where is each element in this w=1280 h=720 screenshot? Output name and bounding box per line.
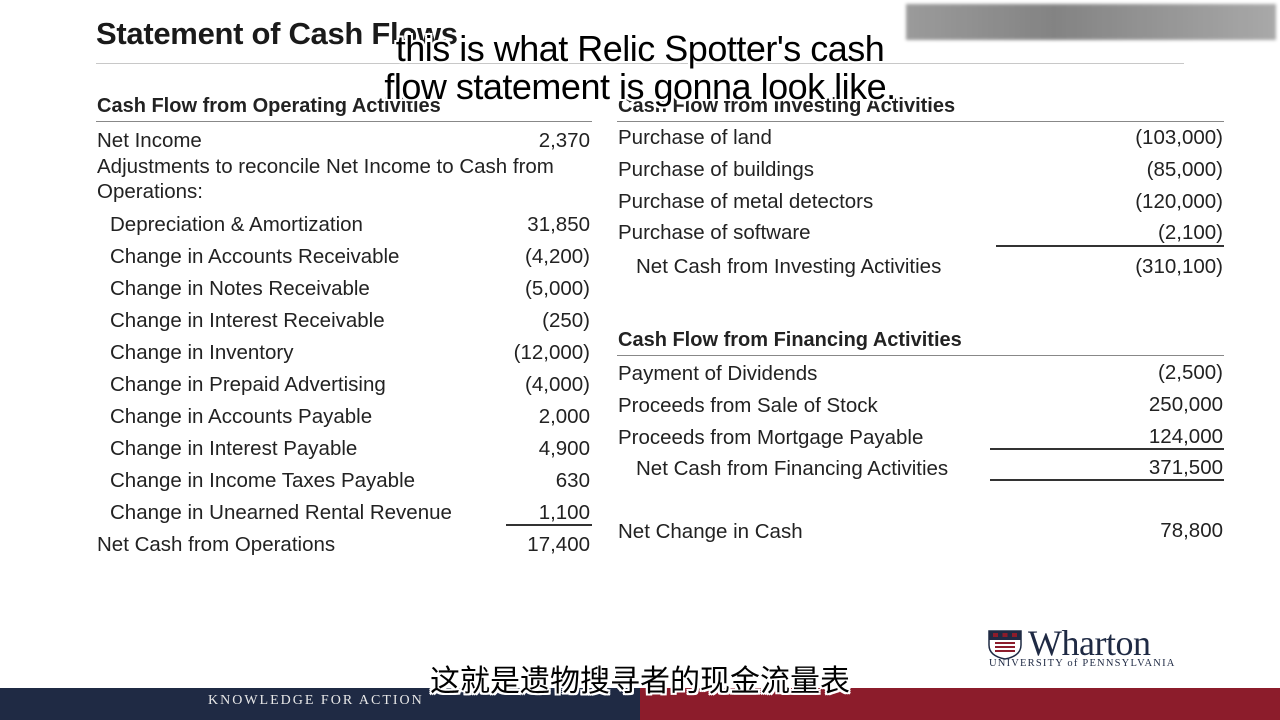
net-change-label: Net Change in Cash — [618, 520, 803, 543]
subtitle-english-line-1: this is what Relic Spotter's cash — [395, 28, 885, 69]
op-item-label: Depreciation & Amortization — [110, 213, 363, 236]
subtotal-underline — [506, 524, 592, 526]
financing-heading: Cash Flow from Financing Activities — [618, 329, 962, 351]
logo-subtitle: UNIVERSITY of PENNSYLVANIA — [989, 658, 1176, 669]
op-item-label: Change in Income Taxes Payable — [110, 469, 416, 492]
blurred-corner-overlay — [906, 4, 1276, 40]
wharton-logo: Wharton UNIVERSITY of PENNSYLVANIA — [988, 623, 1198, 672]
total-underline — [990, 479, 1224, 481]
op-item-value: (12,000) — [513, 341, 590, 364]
footer-bar-crimson — [640, 688, 1280, 720]
op-item-label: Change in Accounts Payable — [110, 405, 373, 428]
op-item-value: 4,900 — [538, 437, 590, 460]
adjustments-label: Adjustments to reconcile Net Income to C… — [97, 155, 554, 178]
op-item-value: (4,200) — [525, 245, 590, 268]
op-item-label: Change in Unearned Rental Revenue — [110, 501, 452, 524]
financing-total-value: 371,500 — [1148, 456, 1223, 479]
footer-tagline: KNOWLEDGE FOR ACTION — [208, 693, 424, 708]
adjustments-label-cont: Operations: — [97, 180, 203, 203]
op-item-label: Change in Inventory — [110, 341, 294, 364]
investing-total-label: Net Cash from Investing Activities — [636, 255, 942, 278]
op-item-value: 1,100 — [538, 501, 590, 524]
subtotal-underline — [990, 448, 1224, 450]
op-item-label: Change in Interest Payable — [110, 437, 358, 460]
op-item-value: 630 — [555, 469, 590, 492]
shield-icon — [988, 630, 1022, 660]
operating-heading: Cash Flow from Operating Activities — [97, 95, 441, 117]
op-item-label: Change in Prepaid Advertising — [110, 373, 386, 396]
inv-item-value: (2,100) — [1158, 221, 1223, 244]
investing-total-value: (310,100) — [1135, 255, 1223, 278]
fin-item-value: 124,000 — [1148, 425, 1223, 448]
op-item-value: 31,850 — [527, 213, 590, 236]
operating-total-value: 17,400 — [527, 533, 590, 556]
op-item-label: Change in Notes Receivable — [110, 277, 370, 300]
title-divider — [96, 63, 1184, 64]
fin-item-label: Payment of Dividends — [618, 362, 818, 385]
fin-item-label: Proceeds from Sale of Stock — [618, 394, 878, 417]
subtotal-underline — [996, 245, 1224, 247]
fin-item-label: Proceeds from Mortgage Payable — [618, 426, 924, 449]
operating-heading-rule — [96, 121, 592, 122]
footer-bar-navy — [0, 688, 640, 720]
net-income-value: 2,370 — [538, 129, 590, 152]
operating-total-label: Net Cash from Operations — [97, 533, 336, 556]
subtitle-chinese: 这就是遗物搜寻者的现金流量表 — [430, 664, 850, 699]
inv-item-value: (103,000) — [1135, 126, 1223, 149]
op-item-label: Change in Accounts Receivable — [110, 245, 400, 268]
inv-item-label: Purchase of software — [618, 221, 811, 244]
inv-item-value: (120,000) — [1135, 190, 1223, 213]
op-item-label: Change in Interest Receivable — [110, 309, 385, 332]
logo-wordmark: Wharton — [1028, 623, 1151, 663]
slide-title: Statement of Cash Flows — [96, 16, 458, 51]
fin-item-value: (2,500) — [1158, 361, 1223, 384]
subtitle-english-line-2: flow statement is gonna look like. — [384, 66, 896, 107]
inv-item-label: Purchase of land — [618, 126, 772, 149]
op-item-value: (4,000) — [525, 373, 590, 396]
investing-heading: Cash Flow from Investing Activities — [618, 95, 956, 117]
investing-heading-rule — [617, 121, 1224, 122]
net-income-label: Net Income — [97, 129, 202, 152]
inv-item-label: Purchase of metal detectors — [618, 190, 874, 213]
inv-item-value: (85,000) — [1146, 158, 1223, 181]
fin-item-value: 250,000 — [1148, 393, 1223, 416]
op-item-value: 2,000 — [538, 405, 590, 428]
op-item-value: (5,000) — [525, 277, 590, 300]
inv-item-label: Purchase of buildings — [618, 158, 815, 181]
op-item-value: (250) — [542, 309, 590, 332]
financing-heading-rule — [617, 355, 1224, 356]
net-change-value: 78,800 — [1160, 519, 1223, 542]
financing-total-label: Net Cash from Financing Activities — [636, 457, 949, 480]
